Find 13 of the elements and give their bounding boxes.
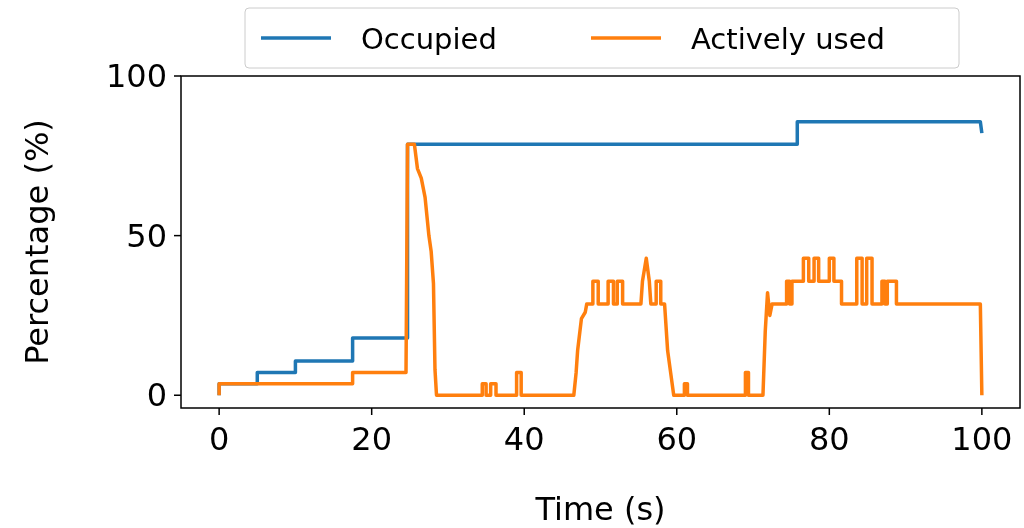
y-tick-label: 50 — [126, 216, 167, 255]
x-tick-label: 20 — [351, 420, 393, 458]
legend-label: Occupied — [361, 22, 497, 56]
y-tick-label: 0 — [146, 376, 167, 415]
legend-label: Actively used — [691, 22, 885, 56]
y-tick-label: 100 — [105, 57, 167, 95]
x-axis-title: Time (s) — [534, 490, 666, 528]
y-axis-title: Percentage (%) — [18, 119, 56, 365]
x-tick-label: 0 — [208, 420, 230, 458]
x-tick-label: 80 — [808, 420, 850, 458]
x-tick-label: 40 — [503, 420, 545, 458]
x-tick-label: 100 — [951, 420, 1013, 458]
x-tick-label: 60 — [656, 420, 698, 458]
